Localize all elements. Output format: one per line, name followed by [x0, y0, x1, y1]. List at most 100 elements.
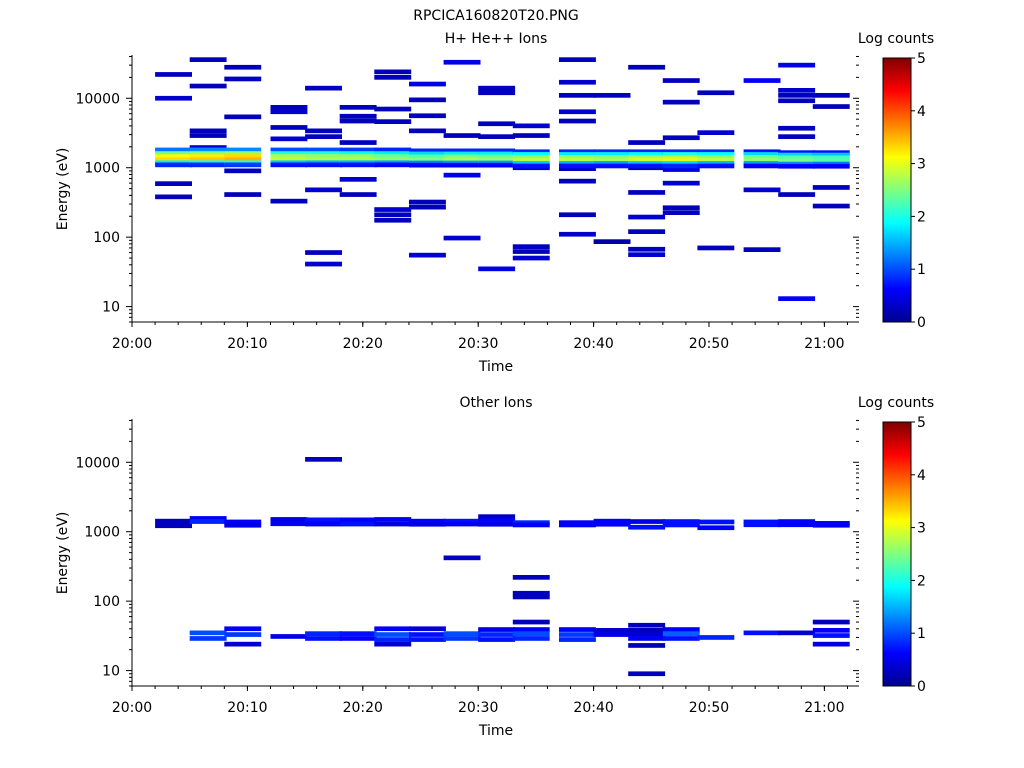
x-tick-label: 20:00 — [112, 336, 152, 352]
spectrogram-cell — [443, 172, 481, 178]
spectrogram-cell — [478, 521, 516, 527]
spectrogram-cell — [224, 641, 262, 647]
y-tick-label: 10 — [102, 300, 120, 316]
spectrogram-cell — [224, 157, 262, 163]
spectrogram-cell — [628, 671, 666, 677]
spectrogram-cell — [743, 149, 781, 155]
spectrogram-cell — [628, 524, 666, 530]
spectrogram-cell — [339, 118, 377, 124]
spectrogram-cell — [305, 85, 342, 91]
spectrogram-cell — [743, 158, 781, 163]
spectrogram-cell — [628, 149, 666, 155]
panel-title: H+ He++ Ions — [445, 31, 548, 47]
spectrogram-cell — [443, 518, 481, 524]
spectrogram-cell — [155, 151, 192, 156]
spectrogram-cell — [593, 632, 631, 637]
spectrogram-cell — [374, 157, 412, 163]
spectrogram-cell — [628, 246, 666, 252]
spectrogram-cell — [155, 95, 192, 101]
spectrogram-cell — [662, 636, 700, 641]
spectrogram-cells — [155, 57, 850, 301]
spectrogram-cell — [409, 518, 446, 524]
spectrogram-cell — [593, 155, 631, 160]
spectrogram-cell — [270, 109, 308, 115]
spectrogram-cell — [409, 204, 446, 210]
spectrogram-cell — [512, 249, 550, 254]
spectrogram-cell — [305, 128, 342, 134]
spectrogram-cell — [339, 140, 377, 145]
spectrogram-cell — [224, 632, 262, 637]
spectrogram-cell — [374, 207, 412, 212]
spectrogram-cell — [374, 217, 412, 223]
spectrogram-cell — [155, 147, 192, 153]
spectrogram-cell — [409, 162, 446, 168]
spectrogram-cell — [409, 154, 446, 160]
spectrogram-cell — [662, 167, 700, 172]
spectrogram-cell — [812, 158, 850, 164]
spectrogram-cell — [189, 151, 227, 156]
spectrogram-cell — [512, 149, 550, 155]
spectrogram-cell — [512, 255, 550, 261]
spectrogram-cell — [812, 155, 850, 161]
x-tick-label: 20:40 — [573, 336, 613, 352]
panel-title: Other Ions — [459, 395, 532, 411]
spectrogram-cell — [559, 231, 596, 237]
spectrogram-cell — [628, 229, 666, 234]
colorbar-label: Log counts — [858, 31, 934, 47]
plot-axes: 20:00 20:10 20:20 20:30 20:40 20:50 21:00 10 100… — [75, 55, 859, 352]
y-tick-label: 100 — [93, 230, 120, 246]
x-tick-label: 20:10 — [227, 700, 267, 716]
spectrogram-cell — [478, 627, 516, 632]
spectrogram-cell — [662, 205, 700, 211]
spectrogram-cell — [409, 199, 446, 205]
spectrogram-cell — [224, 626, 262, 632]
spectrogram-cell — [224, 147, 262, 153]
spectrogram-cell — [812, 619, 850, 625]
spectrogram-cell — [559, 118, 596, 124]
spectrogram-cell — [512, 163, 550, 169]
spectrogram-cell — [559, 522, 596, 528]
colorbar-tick-label: 1 — [917, 626, 926, 642]
spectrogram-cell — [743, 187, 781, 193]
x-tick-label: 20:50 — [689, 336, 729, 352]
y-axis-label: Energy (eV) — [55, 512, 71, 595]
spectrogram-cell — [443, 59, 481, 65]
spectrogram-cell — [593, 518, 631, 524]
spectrogram-cell — [662, 161, 700, 166]
spectrogram-cell — [593, 152, 631, 157]
spectrogram-cell — [559, 166, 596, 171]
spectrogram-cell — [559, 632, 596, 637]
spectrogram-cell — [305, 521, 342, 527]
spectrogram-cell — [374, 106, 412, 112]
spectrogram-cell — [305, 134, 342, 139]
spectrogram-cell — [778, 125, 816, 131]
spectrogram-cell — [409, 252, 446, 258]
y-tick-label: 1000 — [84, 161, 120, 177]
spectrogram-cell — [778, 522, 816, 528]
spectrogram-cell — [628, 636, 666, 641]
spectrogram-cell — [409, 521, 446, 527]
spectrogram-cell — [339, 177, 377, 182]
spectrogram-cell — [155, 154, 192, 159]
spectrogram-cell — [628, 622, 666, 628]
spectrogram-cell — [224, 76, 262, 82]
spectrogram-cell — [697, 152, 735, 157]
spectrogram-cell — [270, 125, 308, 130]
spectrogram-cell — [662, 149, 700, 155]
spectrogram-cell — [155, 72, 192, 77]
spectrogram-cell — [743, 152, 781, 157]
spectrogram-cell — [478, 151, 516, 157]
spectrogram-cell — [478, 85, 516, 91]
spectrogram-cell — [559, 158, 596, 163]
spectrogram-cell — [305, 636, 342, 641]
spectrogram-cell — [339, 151, 377, 156]
spectrogram-cell — [270, 521, 308, 527]
spectrogram-cell — [812, 522, 850, 528]
colorbar-tick-label: 1 — [917, 262, 926, 278]
colorbar: 0 1 2 3 4 5 — [882, 415, 926, 695]
spectrogram-cell — [778, 150, 816, 155]
spectrogram-cell — [778, 152, 816, 158]
spectrogram-cell — [478, 632, 516, 637]
spectrogram-cell — [270, 157, 308, 163]
spectrogram-cell — [305, 151, 342, 156]
